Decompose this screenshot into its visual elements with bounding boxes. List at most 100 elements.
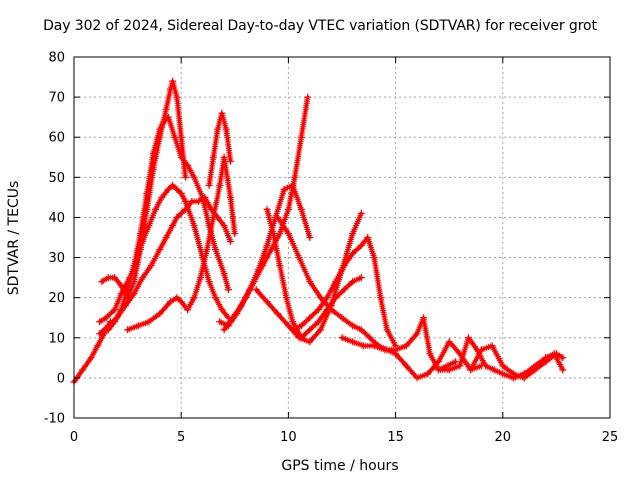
y-tick-label: 70 — [48, 91, 65, 106]
data-point — [263, 298, 271, 306]
data-point — [263, 242, 271, 249]
chart-title: Day 302 of 2024, Sidereal Day-to-day VTE… — [43, 18, 597, 34]
data-point — [357, 209, 365, 217]
data-point — [274, 310, 282, 318]
data-point — [295, 254, 303, 262]
data-point — [220, 222, 228, 229]
data-point — [220, 326, 228, 334]
data-point — [510, 374, 517, 382]
data-point — [349, 338, 357, 346]
data-point — [111, 318, 119, 326]
data-point — [156, 310, 164, 318]
y-tick-label: 30 — [48, 251, 65, 266]
data-point — [214, 125, 222, 133]
data-point — [420, 314, 427, 322]
data-point — [263, 205, 271, 213]
data-point — [158, 193, 166, 201]
data-point — [177, 209, 185, 217]
data-point — [79, 366, 87, 374]
data-point — [338, 334, 346, 342]
data-point — [246, 286, 254, 294]
data-point — [190, 222, 198, 229]
series-arc-13 — [289, 234, 400, 350]
data-point — [197, 274, 204, 282]
series-layer — [70, 77, 567, 386]
series-markers — [339, 314, 459, 373]
data-point — [297, 205, 305, 213]
data-point — [456, 362, 464, 370]
data-point — [435, 366, 442, 374]
data-point — [177, 189, 185, 197]
data-point — [156, 246, 164, 253]
data-point — [177, 153, 185, 161]
data-point — [111, 306, 119, 314]
data-point — [291, 173, 299, 181]
data-point — [104, 274, 112, 282]
data-point — [149, 149, 157, 157]
data-point — [323, 294, 331, 302]
data-point — [284, 205, 292, 213]
series-arc-3 — [96, 181, 232, 326]
data-point — [173, 93, 181, 101]
data-point — [190, 294, 198, 302]
data-point — [162, 234, 170, 241]
data-point — [317, 294, 325, 302]
data-point — [542, 354, 550, 362]
data-point — [289, 181, 297, 189]
data-point — [160, 117, 168, 125]
data-point — [424, 370, 432, 378]
data-point — [435, 358, 442, 366]
data-point — [297, 133, 305, 141]
data-point — [184, 161, 192, 169]
series-arc-18 — [510, 350, 567, 382]
data-point — [314, 306, 322, 314]
y-tick-label: 0 — [57, 371, 65, 386]
data-point — [117, 306, 125, 314]
plot-frame — [73, 56, 611, 419]
data-point — [134, 322, 142, 330]
y-tick-label: 60 — [48, 131, 65, 146]
y-tick-label: 20 — [48, 291, 65, 306]
data-point — [96, 330, 104, 338]
data-point — [426, 350, 434, 358]
data-point — [216, 318, 224, 326]
data-point — [306, 338, 314, 346]
data-point — [297, 322, 305, 330]
data-point — [276, 230, 284, 237]
data-point — [477, 346, 485, 354]
series-trail — [100, 79, 187, 300]
data-point — [152, 205, 159, 213]
data-point — [182, 173, 189, 181]
data-point — [306, 234, 314, 241]
data-point — [216, 181, 224, 189]
data-point — [145, 222, 153, 229]
data-point — [87, 354, 95, 362]
data-point — [269, 230, 277, 237]
x-tick-label: 5 — [177, 430, 185, 445]
data-point — [98, 278, 106, 286]
data-point — [559, 366, 567, 374]
data-point — [357, 242, 365, 249]
data-point — [282, 294, 290, 302]
data-point — [402, 342, 410, 350]
series-arc-14 — [338, 314, 460, 374]
y-tick-label: 40 — [48, 211, 65, 226]
data-point — [364, 234, 372, 241]
data-point — [465, 334, 472, 342]
data-point — [205, 181, 213, 189]
data-point — [139, 274, 147, 282]
data-point — [205, 278, 213, 286]
data-point — [169, 181, 177, 189]
data-point — [173, 294, 181, 302]
data-point — [349, 322, 357, 330]
data-point — [218, 306, 226, 314]
data-point — [349, 230, 357, 237]
data-point — [229, 314, 237, 322]
series-arc-9 — [220, 181, 314, 334]
data-point — [359, 342, 367, 350]
data-point — [338, 314, 346, 322]
data-point — [212, 294, 219, 302]
data-point — [445, 366, 453, 374]
data-point — [280, 185, 288, 193]
